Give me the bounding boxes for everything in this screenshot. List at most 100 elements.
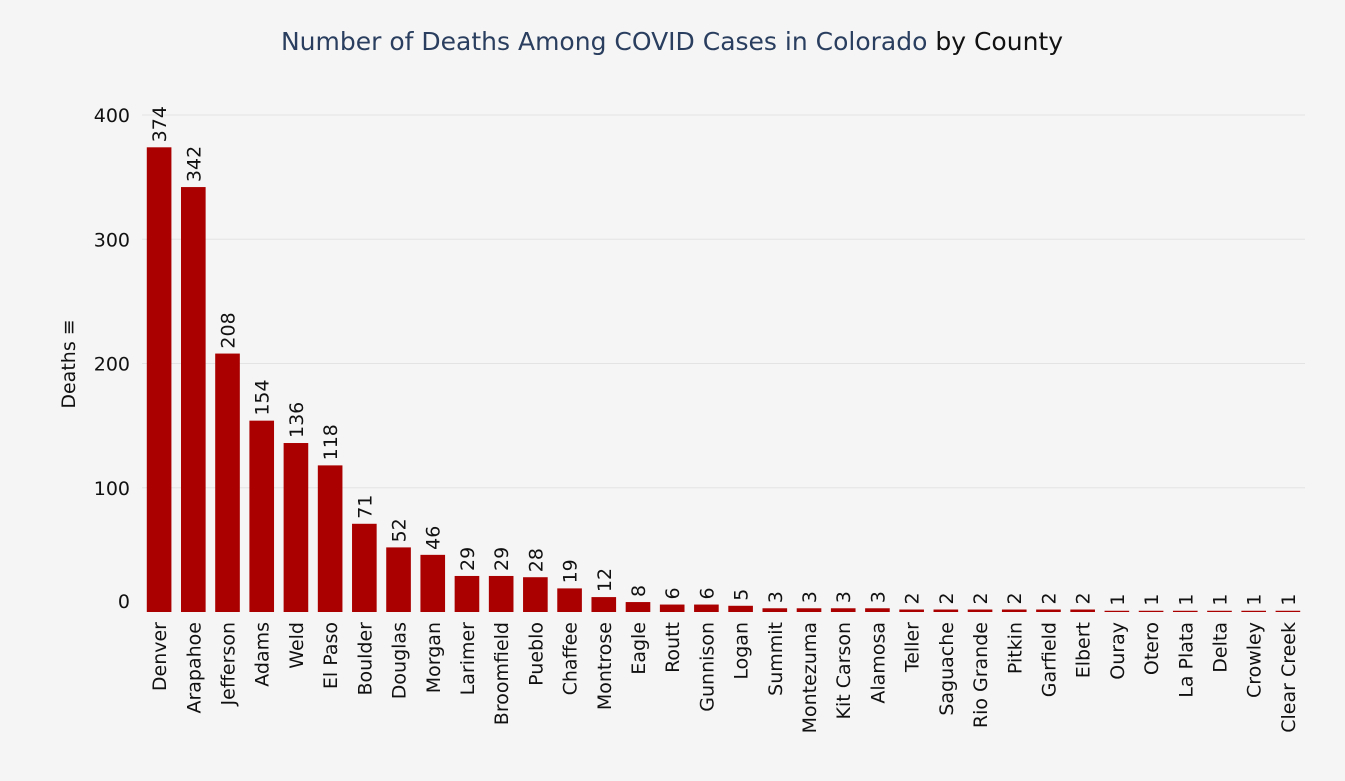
data-label: 46 (423, 526, 445, 550)
data-label: 2 (1073, 592, 1095, 604)
x-tick-label: Broomfield (491, 622, 513, 725)
y-tick-label: 300 (94, 229, 130, 251)
bar[interactable] (1207, 610, 1232, 612)
y-axis-title: Deaths ≡ (58, 319, 80, 408)
x-tick-label: Montezuma (799, 622, 821, 733)
bar[interactable] (762, 608, 788, 612)
bar[interactable] (557, 588, 582, 612)
bar[interactable] (180, 187, 206, 612)
bar[interactable] (146, 147, 172, 612)
x-tick-label: Eagle (628, 622, 650, 675)
y-axis-title-text: Deaths (58, 341, 80, 408)
bar[interactable] (386, 547, 411, 612)
x-tick-label: Chaffee (560, 622, 582, 695)
data-label: 1 (1141, 594, 1163, 606)
bar[interactable] (1241, 610, 1267, 612)
x-tick-label: Gunnison (696, 622, 718, 712)
data-label: 29 (457, 547, 479, 571)
data-label: 3 (765, 591, 787, 603)
bar[interactable] (659, 604, 685, 612)
data-label: 136 (286, 402, 308, 438)
data-label: 3 (833, 591, 855, 603)
data-label: 52 (389, 518, 411, 542)
data-label: 1 (1107, 594, 1129, 606)
bar[interactable] (523, 577, 548, 612)
x-tick-label: Logan (731, 622, 753, 680)
x-tick-label: Elbert (1073, 622, 1095, 678)
bar[interactable] (454, 575, 480, 612)
x-tick-label: Weld (286, 622, 308, 669)
data-label: 2 (1038, 592, 1060, 604)
bar[interactable] (1104, 610, 1130, 612)
x-tick-label: Clear Creek (1278, 622, 1300, 733)
data-label: 154 (252, 379, 274, 415)
data-label: 3 (867, 591, 889, 603)
x-tick-label: Rio Grande (970, 622, 992, 728)
bar[interactable] (352, 523, 377, 612)
x-tick-label: Teller (902, 622, 924, 673)
chart-title-main: Number of Deaths Among COVID Cases in Co… (281, 27, 927, 56)
data-label: 5 (731, 589, 753, 601)
data-label: 2 (970, 592, 992, 604)
bar[interactable] (728, 605, 753, 612)
x-tick-label: Pitkin (1004, 622, 1026, 674)
x-tick-label: Routt (662, 622, 684, 673)
bar[interactable] (249, 420, 275, 612)
x-tick-label: El Paso (320, 622, 342, 689)
grid-layer (142, 114, 1305, 489)
y-tick-label: 0 (118, 591, 130, 613)
x-tick-label: Denver (149, 622, 171, 691)
bar[interactable] (830, 608, 856, 612)
data-label: 6 (696, 587, 718, 599)
y-tick-label: 100 (94, 478, 130, 500)
data-label: 29 (491, 547, 513, 571)
bar[interactable] (283, 443, 309, 612)
x-tick-label: La Plata (1175, 622, 1197, 698)
bar[interactable] (933, 609, 959, 612)
x-tick-label: Otero (1141, 622, 1163, 675)
data-label: 374 (149, 106, 171, 142)
x-tick-label: Crowley (1244, 622, 1266, 698)
x-tick-label: Ouray (1107, 622, 1129, 680)
data-label: 8 (628, 585, 650, 597)
data-label: 2 (1004, 592, 1026, 604)
data-label: 1 (1278, 594, 1300, 606)
y-tick-label: 200 (94, 354, 130, 376)
data-label: 1 (1209, 594, 1231, 606)
data-label: 6 (662, 587, 684, 599)
data-label: 28 (525, 548, 547, 572)
chart-title-suffix: by County (935, 27, 1063, 56)
bar[interactable] (796, 608, 822, 612)
bar[interactable] (865, 608, 890, 612)
bar[interactable] (215, 353, 240, 612)
sort-icon[interactable]: ≡ (58, 319, 80, 335)
x-tick-label: Larimer (457, 622, 479, 696)
x-tick-label: Jefferson (218, 622, 240, 706)
bar[interactable] (1275, 610, 1301, 612)
bar[interactable] (899, 609, 924, 612)
bar[interactable] (1172, 610, 1198, 612)
bar[interactable] (1138, 610, 1164, 612)
bar[interactable] (694, 604, 719, 612)
bar[interactable] (317, 465, 343, 612)
bar[interactable] (1070, 609, 1095, 612)
bar[interactable] (1001, 609, 1027, 612)
x-tick-label: Adams (252, 622, 274, 687)
x-tick-label: Delta (1209, 622, 1231, 673)
bar[interactable] (1036, 609, 1061, 612)
x-tick-label: Alamosa (867, 622, 889, 704)
bar[interactable] (625, 602, 651, 612)
x-tick-label: Boulder (354, 622, 376, 696)
bar[interactable] (591, 597, 617, 612)
x-tick-label: Summit (765, 622, 787, 696)
data-label: 1 (1175, 594, 1197, 606)
bar[interactable] (420, 554, 446, 612)
bar[interactable] (967, 609, 993, 612)
data-label: 342 (183, 146, 205, 182)
data-label: 2 (902, 592, 924, 604)
chart-title: Number of Deaths Among COVID Cases in Co… (281, 27, 1063, 56)
bar[interactable] (488, 575, 514, 612)
x-tick-label: Arapahoe (183, 622, 205, 714)
